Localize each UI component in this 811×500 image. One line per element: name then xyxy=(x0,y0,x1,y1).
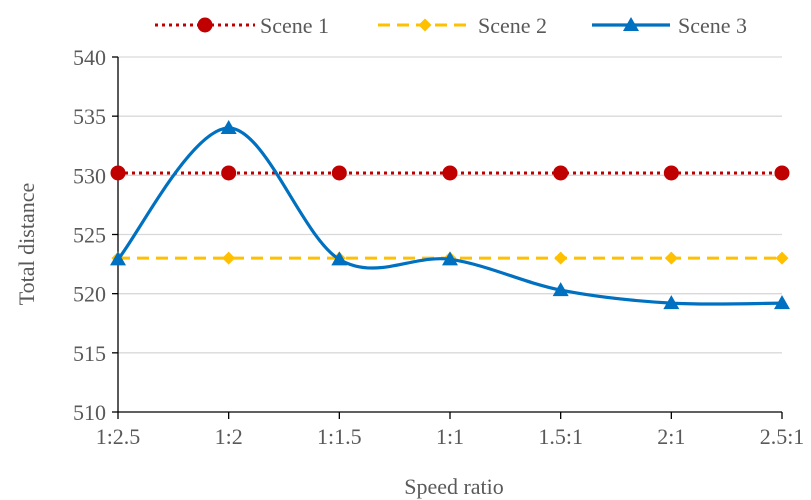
data-point xyxy=(222,251,236,265)
axes: 510 515 520 525 530 535 540 1:2.5 1:2 1:1.5 1:1 1.5… xyxy=(73,45,804,449)
data-point xyxy=(664,251,678,265)
legend-item-2: Scene 2 xyxy=(378,13,547,38)
data-point xyxy=(220,120,237,134)
data-point xyxy=(331,251,348,266)
series xyxy=(110,120,790,310)
x-axis-title: Speed ratio xyxy=(404,474,504,499)
x-tick-label: 1:2.5 xyxy=(96,424,141,449)
legend-label: Scene 1 xyxy=(260,13,329,38)
legend-label: Scene 2 xyxy=(478,13,547,38)
legend-item-1: Scene 1 xyxy=(155,13,329,38)
y-tick-label: 540 xyxy=(73,45,106,70)
y-tick-label: 525 xyxy=(73,223,106,248)
series-3 xyxy=(110,120,790,310)
y-tick-label: 515 xyxy=(73,341,106,366)
data-point xyxy=(552,282,569,297)
data-point xyxy=(331,165,347,181)
data-point xyxy=(663,165,679,181)
data-point xyxy=(774,295,790,310)
y-tick-label: 510 xyxy=(73,400,106,425)
data-point xyxy=(553,165,569,181)
legend-marker xyxy=(418,18,432,32)
x-tick-label: 1:2 xyxy=(215,424,243,449)
series-1 xyxy=(110,165,790,181)
data-point xyxy=(442,165,458,181)
data-point xyxy=(110,251,126,266)
legend-marker xyxy=(197,17,213,33)
legend-item-3: Scene 3 xyxy=(592,13,747,38)
x-tick-label: 1:1 xyxy=(436,424,464,449)
data-point xyxy=(554,251,568,265)
data-point xyxy=(775,251,789,265)
x-tick-label: 2.5:1 xyxy=(760,424,805,449)
y-tick-label: 535 xyxy=(73,104,106,129)
y-axis-title: Total distance xyxy=(14,183,39,305)
x-tick-label: 1:1.5 xyxy=(317,424,362,449)
legend: Scene 1 Scene 2 Scene 3 xyxy=(155,13,747,38)
data-point xyxy=(774,165,790,181)
x-tick-label: 2:1 xyxy=(657,424,685,449)
data-point xyxy=(110,165,126,181)
series-line xyxy=(116,126,783,306)
legend-marker xyxy=(623,17,639,31)
y-tick-label: 520 xyxy=(73,282,106,307)
legend-label: Scene 3 xyxy=(678,13,747,38)
x-tick-label: 1.5:1 xyxy=(538,424,583,449)
data-point xyxy=(221,165,237,181)
y-tick-label: 530 xyxy=(73,163,106,188)
data-point xyxy=(663,295,680,310)
data-point xyxy=(442,251,458,266)
gridlines xyxy=(118,56,782,354)
